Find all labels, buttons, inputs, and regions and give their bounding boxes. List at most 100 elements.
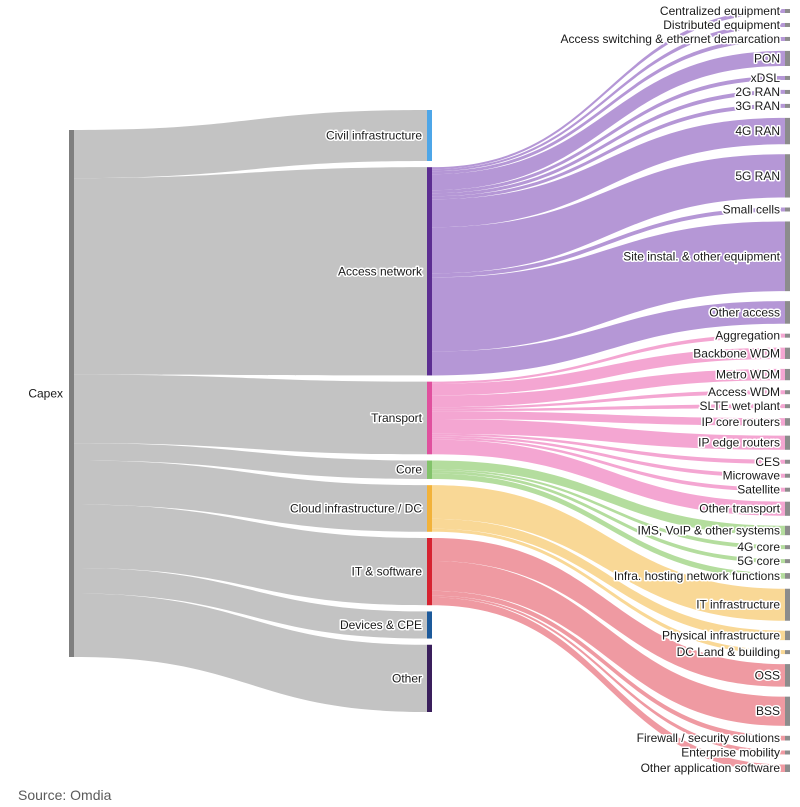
label-other-application-software: Other application software: [641, 761, 781, 775]
node-access-switching-ethernet-demarcation: [785, 36, 790, 41]
label-it-infrastructure: IT infrastructure: [696, 598, 780, 612]
node-cloud-infrastructure-dc: [427, 485, 432, 532]
label-slte-wet-plant: SLTE wet plant: [700, 399, 781, 413]
node-other-transport: [785, 501, 790, 516]
flow-transport-to-other-transport: [432, 439, 785, 516]
flow-capex-to-other: [74, 593, 427, 712]
flow-access-network-to-access-switching-ethernet-demarcation: [432, 36, 785, 175]
label-distributed-equipment: Distributed equipment: [663, 18, 780, 32]
label-pon: PON: [754, 51, 780, 65]
node-site-instal-other-equipment: [785, 221, 790, 292]
flow-transport-to-ip-edge-routers: [432, 418, 785, 450]
node-5g-core: [785, 559, 790, 564]
node-ims-voip-other-systems: [785, 525, 790, 536]
label-5g-ran: 5G RAN: [735, 169, 780, 183]
node-other: [427, 644, 432, 712]
label-5g-core: 5G core: [737, 554, 780, 568]
node-it-software: [427, 537, 432, 606]
label-ces: CES: [755, 455, 780, 469]
flow-access-network-to-2g-ran: [432, 89, 785, 197]
flow-cloud-infrastructure-dc-to-physical-infrastructure: [432, 518, 785, 641]
flow-core-to-ims-voip-other-systems: [432, 460, 785, 536]
label-microwave: Microwave: [723, 469, 781, 483]
links-layer: [74, 9, 785, 772]
label-2g-ran: 2G RAN: [735, 85, 780, 99]
node-4g-ran: [785, 117, 790, 145]
node-capex: [69, 130, 74, 657]
label-other-access: Other access: [709, 305, 780, 319]
flow-core-to-5g-core: [432, 471, 785, 564]
node-slte-wet-plant: [785, 404, 790, 409]
node-other-application-software: [785, 764, 790, 772]
label-centralized-equipment: Centralized equipment: [660, 4, 781, 18]
flow-capex-to-civil-infrastructure: [74, 110, 427, 179]
label-ip-edge-routers: IP edge routers: [698, 436, 780, 450]
flow-capex-to-it-software: [74, 504, 427, 606]
flow-access-network-to-distributed-equipment: [432, 22, 785, 172]
node-microwave: [785, 473, 790, 478]
flow-cloud-infrastructure-dc-to-dc-land-building: [432, 528, 785, 655]
node-distributed-equipment: [785, 22, 790, 27]
flow-it-software-to-enterprise-mobility: [432, 595, 785, 755]
label-cloud-infrastructure-dc: Cloud infrastructure / DC: [290, 501, 422, 515]
flow-it-software-to-oss: [432, 537, 785, 687]
node-aggregation: [785, 333, 790, 338]
node-dc-land-building: [785, 650, 790, 655]
flow-access-network-to-4g-ran: [432, 117, 785, 228]
flow-access-network-to-other-access: [432, 301, 785, 376]
flow-access-network-to-3g-ran: [432, 103, 785, 200]
node-bss: [785, 696, 790, 726]
label-access-switching-ethernet-demarcation: Access switching & ethernet demarcation: [561, 32, 780, 46]
node-infra-hosting-network-functions: [785, 573, 790, 579]
flow-transport-to-slte-wet-plant: [432, 404, 785, 412]
label-4g-ran: 4G RAN: [735, 124, 780, 138]
node-ip-edge-routers: [785, 435, 790, 450]
label-backbone-wdm: Backbone WDM: [693, 346, 780, 360]
flow-core-to-infra-hosting-network-functions: [432, 473, 785, 579]
labels-layer: Capex Civil infrastructure Access network C…: [27, 3, 782, 777]
label-4g-core: 4G core: [737, 540, 780, 554]
flow-access-network-to-5g-ran: [432, 154, 785, 274]
label-ims-voip-other-systems: IMS, VoIP & other systems: [638, 523, 781, 537]
node-oss: [785, 664, 790, 687]
label-devices-cpe: Devices & CPE: [340, 618, 422, 632]
flow-cloud-infrastructure-dc-to-it-infrastructure: [432, 485, 785, 621]
flow-access-network-to-site-instal-other-equipment: [432, 221, 785, 352]
flow-it-software-to-firewall-security-solutions: [432, 590, 785, 741]
node-ip-core-routers: [785, 418, 790, 426]
flow-capex-to-transport: [74, 374, 427, 455]
label-oss: OSS: [755, 668, 780, 682]
flow-access-network-to-small-cells: [432, 207, 785, 278]
label-access-wdm: Access WDM: [708, 385, 780, 399]
flow-capex-to-cloud-infrastructure-dc: [74, 460, 427, 532]
node-small-cells: [785, 207, 790, 212]
flow-core-to-4g-core: [432, 469, 785, 550]
flow-capex-to-core: [74, 443, 427, 479]
label-ip-core-routers: IP core routers: [702, 415, 780, 429]
node-physical-infrastructure: [785, 630, 790, 641]
label-infra-hosting-network-functions: Infra. hosting network functions: [614, 569, 780, 583]
flow-transport-to-aggregation: [432, 333, 785, 384]
source-note: Source: Omdia: [18, 787, 112, 803]
node-civil-infrastructure: [427, 110, 432, 161]
node-it-infrastructure: [785, 588, 790, 621]
node-3g-ran: [785, 103, 790, 108]
label-small-cells: Small cells: [723, 203, 780, 217]
node-pon: [785, 50, 790, 66]
label-xdsl: xDSL: [751, 71, 781, 85]
node-firewall-security-solutions: [785, 735, 790, 741]
label-satellite: Satellite: [737, 483, 780, 497]
flow-transport-to-satellite: [432, 437, 785, 492]
node-other-access: [785, 301, 790, 324]
label-core: Core: [396, 463, 422, 477]
flow-it-software-to-other-application-software: [432, 597, 785, 772]
node-enterprise-mobility: [785, 750, 790, 755]
flow-it-software-to-bss: [432, 561, 785, 726]
label-physical-infrastructure: Physical infrastructure: [662, 628, 780, 642]
nodes-layer: [69, 9, 790, 772]
label-capex: Capex: [28, 387, 63, 401]
flow-transport-to-microwave: [432, 435, 785, 478]
label-aggregation: Aggregation: [715, 329, 780, 343]
node-4g-core: [785, 545, 790, 550]
